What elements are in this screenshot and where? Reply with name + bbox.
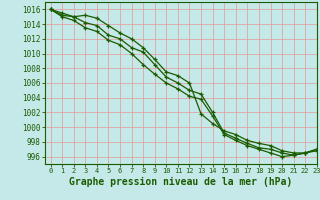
X-axis label: Graphe pression niveau de la mer (hPa): Graphe pression niveau de la mer (hPa) xyxy=(69,177,292,187)
